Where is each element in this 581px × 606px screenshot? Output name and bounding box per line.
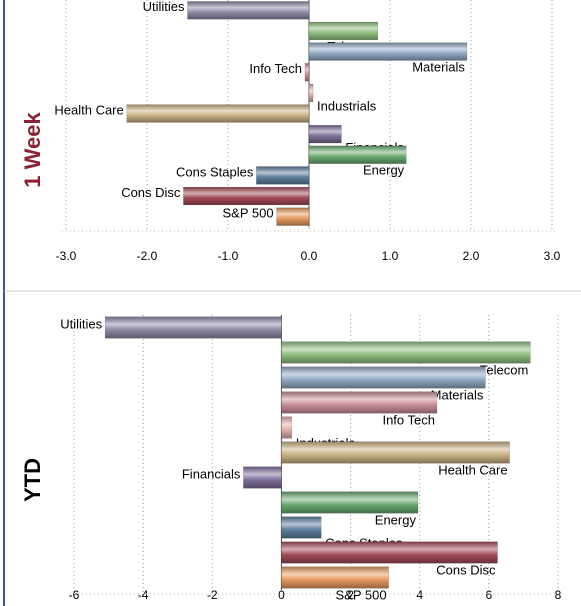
- week-bar-energy: [308, 145, 407, 164]
- ytd-panel-label: YTD: [20, 458, 45, 502]
- ytd-category-label-energy: Energy: [375, 512, 417, 527]
- ytd-category-label-cons-disc: Cons Disc: [436, 562, 496, 577]
- ytd-category-label-sandp-500: S&P 500: [336, 587, 387, 602]
- ytd-tick-label: 4: [416, 588, 423, 602]
- week-category-label-sandp-500: S&P 500: [223, 206, 274, 221]
- week-bar-materials: [308, 42, 468, 61]
- week-tick-label: 1.0: [382, 249, 399, 263]
- ytd-bar-financials: [243, 466, 282, 489]
- ytd-tick-label: 8: [555, 588, 562, 602]
- ytd-bar-materials: [281, 366, 486, 389]
- week-category-label-materials: Materials: [412, 59, 465, 74]
- week-tick-label: 2.0: [463, 249, 480, 263]
- week-panel-label: 1 Week: [20, 112, 45, 188]
- week-bar-sandp-500: [276, 207, 310, 226]
- week-category-label-cons-staples: Cons Staples: [176, 164, 254, 179]
- week-bar-cons-staples: [256, 166, 310, 185]
- ytd-category-label-info-tech: Info Tech: [382, 412, 435, 427]
- ytd-bar-info-tech: [281, 391, 438, 414]
- week-category-label-utilities: Utilities: [143, 0, 185, 14]
- ytd-bar-utilities: [104, 316, 282, 339]
- ytd-tick-label: 2: [347, 588, 354, 602]
- ytd-bar-health-care: [281, 441, 510, 464]
- ytd-bar-industrials: [281, 416, 293, 439]
- ytd-bar-cons-staples: [281, 516, 322, 539]
- ytd-category-label-health-care: Health Care: [438, 462, 507, 477]
- ytd-bar-energy: [281, 491, 419, 514]
- week-category-label-cons-disc: Cons Disc: [121, 185, 181, 200]
- ytd-category-label-financials: Financials: [182, 467, 241, 482]
- week-bar-health-care: [126, 104, 310, 123]
- ytd-category-label-utilities: Utilities: [60, 317, 102, 332]
- week-bar-industrials: [308, 83, 314, 102]
- ytd-tick-label: 6: [486, 588, 493, 602]
- week-bar-financials: [308, 125, 342, 144]
- week-bar-info-tech: [304, 63, 310, 82]
- week-tick-label: -3.0: [56, 249, 77, 263]
- ytd-tick-label: -2: [207, 588, 218, 602]
- week-tick-label: 3.0: [544, 249, 561, 263]
- week-category-label-energy: Energy: [363, 163, 405, 178]
- ytd-category-label-materials: Materials: [431, 387, 484, 402]
- week-category-label-info-tech: Info Tech: [249, 61, 302, 76]
- week-tick-label: 0.0: [301, 249, 318, 263]
- week-bar-utilities: [187, 1, 310, 20]
- ytd-bar-sandp-500: [281, 566, 389, 589]
- week-category-label-health-care: Health Care: [54, 102, 123, 117]
- week-bar-telecom: [308, 21, 379, 41]
- week-category-label-industrials: Industrials: [317, 99, 377, 114]
- week-bar-cons-disc: [183, 186, 310, 206]
- ytd-bar-cons-disc: [281, 541, 498, 564]
- week-tick-label: -1.0: [218, 249, 239, 263]
- ytd-tick-label: 0: [278, 588, 285, 602]
- ytd-tick-label: -6: [69, 588, 80, 602]
- ytd-category-label-telecom: Telecom: [480, 362, 528, 377]
- ytd-tick-label: -4: [138, 588, 149, 602]
- week-tick-label: -2.0: [137, 249, 158, 263]
- ytd-bar-telecom: [281, 341, 531, 364]
